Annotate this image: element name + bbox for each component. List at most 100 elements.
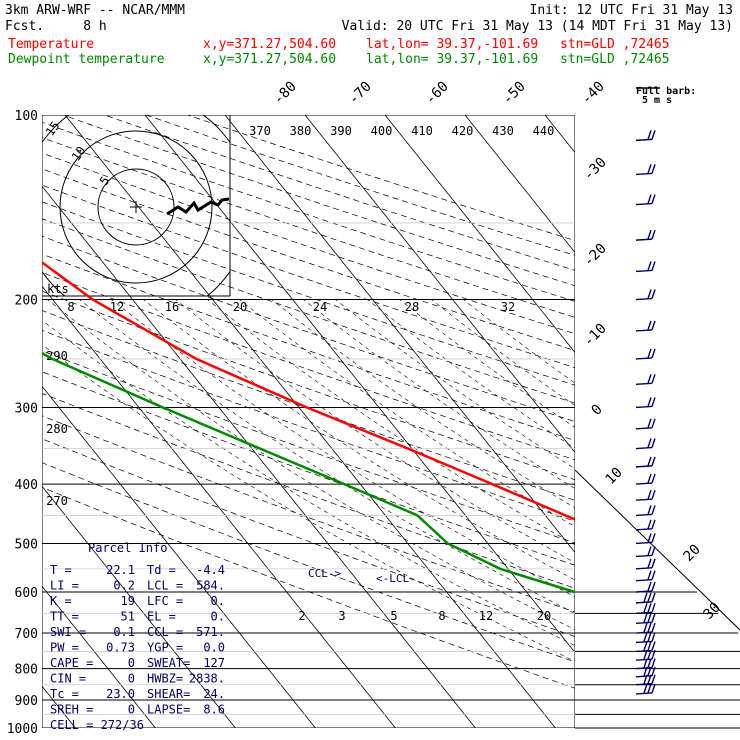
init-time: Init: 12 UTC Fri 31 May 13 — [530, 3, 734, 18]
barb-staff — [635, 528, 653, 531]
moist-adiabat — [335, 299, 575, 470]
moist-adiabat — [239, 299, 575, 527]
isotherm — [42, 585, 156, 728]
wind-barb — [635, 456, 656, 468]
barb-flag — [651, 348, 656, 359]
parcel-value: 23.0 — [106, 687, 135, 701]
parcel-value: 0 — [128, 703, 135, 717]
lcl-marker: <-LCL — [376, 572, 409, 585]
barb-flag — [643, 622, 648, 633]
legend-dewpoint-latlon: lat,lon= 39.37,-101.69 — [366, 52, 538, 67]
hodograph-unit: kts — [47, 282, 69, 296]
parcel-value: 19 — [121, 594, 135, 608]
barb-flag — [651, 674, 656, 684]
barb-flag — [647, 456, 652, 467]
theta-label: 370 — [249, 124, 271, 138]
barb-flag — [643, 613, 648, 623]
pressure-label: 600 — [15, 586, 38, 601]
wind-barb — [635, 519, 656, 531]
wind-barb — [635, 164, 656, 176]
barb-staff — [635, 692, 653, 695]
level-markers: CCL-> <-LCL — [308, 567, 409, 585]
barb-staff — [635, 675, 653, 678]
moist-adiabat — [42, 344, 575, 662]
barb-flag — [651, 130, 656, 140]
theta-label: 430 — [492, 124, 514, 138]
pressure-label: 100 — [15, 109, 38, 124]
pressure-label: 300 — [15, 401, 38, 416]
isotherm — [42, 385, 316, 728]
wind-barb — [635, 374, 656, 386]
barb-staff — [635, 202, 653, 206]
wind-barb — [635, 581, 656, 593]
wind-barb — [635, 489, 656, 501]
barb-flag — [647, 649, 652, 660]
ccl-marker: CCL-> — [308, 567, 341, 580]
moist-adiabat — [79, 299, 575, 614]
parcel-label: CCL = — [147, 625, 183, 639]
barb-flag — [651, 194, 656, 204]
barb-flag — [647, 130, 652, 140]
mixing-ratio-label: 5 — [390, 609, 397, 623]
barb-staff — [635, 465, 653, 468]
legend-temperature-label: Temperature — [8, 37, 94, 52]
wind-barb — [635, 658, 656, 670]
temperature-label: -70 — [346, 79, 375, 108]
header: 3km ARW-WRF -- NCAR/MMM Fcst. 8 h Init: … — [5, 3, 733, 34]
wind-barb — [635, 438, 656, 450]
wind-barb — [635, 592, 656, 604]
parcel-label: PW = — [50, 641, 79, 655]
temperature-label: -50 — [500, 79, 529, 108]
barb-flag — [651, 658, 656, 668]
isotherm — [224, 115, 575, 554]
parcel-label: LCL = — [147, 579, 183, 593]
moist-adiabat — [271, 299, 575, 509]
wind-barb — [635, 570, 656, 582]
barb-flag — [647, 397, 652, 407]
pressure-label: 500 — [15, 537, 38, 552]
barb-flag — [651, 592, 656, 603]
barb-flag — [647, 261, 652, 271]
hodograph-ring — [97, 168, 175, 246]
moist-adiabat — [303, 299, 575, 489]
barb-flag — [651, 261, 656, 271]
legend-temperature-stn: stn=GLD ,72465 — [560, 37, 670, 52]
hodograph-speed-tick: 8 — [67, 300, 74, 314]
parcel-label: EL = — [147, 610, 176, 624]
parcel-label: LI = — [50, 579, 79, 593]
parcel-value: -4.4 — [196, 563, 225, 577]
barb-staff — [635, 498, 653, 501]
dry-adiabat — [187, 115, 575, 241]
parcel-info-panel: Parcel Info T = 22.1 Td = -4.4 LI = 0.2 LCL = 5… — [50, 541, 225, 732]
wind-barb — [635, 641, 656, 653]
moist-adiabat — [399, 299, 575, 428]
barb-flag — [647, 592, 652, 603]
parcel-value: 51 — [121, 610, 135, 624]
barb-flag — [647, 194, 652, 204]
barb-flag — [651, 418, 656, 429]
barb-flag — [647, 546, 652, 556]
barb-flag — [647, 613, 652, 623]
hodograph-speed-tick: 16 — [165, 300, 179, 314]
wind-barb — [635, 613, 656, 625]
barb-staff — [635, 541, 653, 545]
temperature-label: 0 — [589, 402, 606, 419]
moist-adiabat — [367, 299, 575, 449]
temperature-label: -60 — [423, 79, 452, 108]
temperature-label: -40 — [579, 79, 608, 108]
isotherm — [384, 115, 575, 354]
hodograph-ring — [59, 130, 213, 284]
wind-barb — [635, 505, 656, 517]
barb-legend-line2: 5 m s — [642, 95, 672, 106]
barb-staff — [635, 578, 653, 582]
barb-staff — [635, 631, 653, 634]
barb-staff — [635, 329, 653, 332]
legend-dewpoint-stn: stn=GLD ,72465 — [560, 52, 670, 67]
barb-flag — [647, 473, 652, 484]
barb-flag — [647, 374, 652, 384]
barb-staff — [635, 513, 653, 517]
parcel-value: 0 — [128, 672, 135, 686]
barb-flag — [651, 558, 656, 569]
pressure-label: 900 — [15, 694, 38, 709]
barb-flag — [647, 683, 652, 694]
